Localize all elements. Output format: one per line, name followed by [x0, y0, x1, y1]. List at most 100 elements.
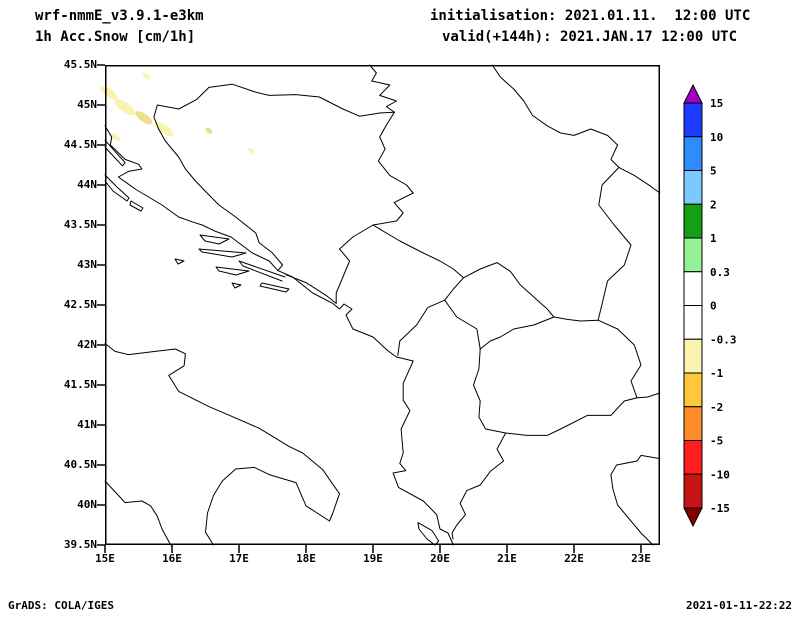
- snow-patch: [135, 111, 153, 125]
- colorbar-tick-label: -15: [710, 502, 730, 515]
- coastline-italy-adriatic: [104, 342, 340, 546]
- peninsula-peljesac: [238, 260, 286, 282]
- lon-tick-label: 20E: [430, 552, 450, 565]
- map-area: 45.5N 45N 44.5N 44N 43.5N 43N 42.5N 42N 41.5N 41N…: [64, 58, 661, 565]
- snow-patch: [114, 99, 136, 116]
- grads-credit: GrADS: COLA/IGES: [8, 599, 114, 612]
- model-title: wrf-nmmE_v3.9.1-e3km: [35, 8, 204, 24]
- colorbar-tick-label: -1: [710, 367, 724, 380]
- map-frame: [105, 65, 660, 545]
- colorbar-canvas: 15 10 5 2 1 0.3 0 -0.3 -1 -2 -5 -10 -15: [683, 83, 737, 528]
- snow-patch: [110, 133, 121, 141]
- border-croatia-bosnia: [153, 83, 395, 272]
- border-serbia-romania: [491, 64, 620, 168]
- border-montenegro-albania: [397, 299, 446, 356]
- border-montenegro-kosovo: [444, 277, 464, 301]
- colorbar-segment: [683, 406, 703, 441]
- colorbar-tick-label: 5: [710, 165, 717, 178]
- border-kosovo-macedonia: [479, 316, 555, 350]
- lon-tick-label: 19E: [363, 552, 383, 565]
- creation-timestamp: 2021-01-11-22:22: [686, 599, 792, 612]
- lat-tick-label: 42.5N: [63, 298, 97, 311]
- snow-shading-layer: [100, 72, 255, 154]
- lon-tick-label: 21E: [497, 552, 517, 565]
- init-time: initialisation: 2021.01.11. 12:00 UTC: [430, 8, 751, 24]
- lon-tick-label: 16E: [162, 552, 182, 565]
- island-lastovo: [231, 282, 242, 289]
- border-serbia-macedonia: [553, 316, 599, 322]
- colorbar-tick-label: -0.3: [710, 333, 737, 346]
- border-albania-macedonia: [473, 348, 507, 434]
- island-korcula: [215, 266, 250, 276]
- lat-tick-label: 44N: [77, 178, 97, 191]
- border-greece-bulgaria: [636, 392, 661, 399]
- snow-patch: [100, 86, 118, 100]
- island-brac: [199, 234, 230, 245]
- colorbar-tick-label: -2: [710, 401, 723, 414]
- border-serbia-montenegro: [372, 224, 464, 279]
- lat-tick-label: 45N: [77, 98, 97, 111]
- lon-tick-label: 15E: [95, 552, 115, 565]
- border-croatia-serbia-danube: [369, 64, 397, 113]
- snow-patch: [248, 148, 255, 154]
- lat-tick-label: 39.5N: [63, 538, 97, 551]
- island-dugi-otok: [104, 174, 130, 202]
- island-vis: [174, 258, 185, 265]
- coastline-italy-tyrrhenian: [104, 480, 172, 546]
- lon-tick-label: 18E: [296, 552, 316, 565]
- lat-tick-label: 44.5N: [63, 138, 97, 151]
- colorbar-segment: [683, 372, 703, 408]
- field-title: 1h Acc.Snow [cm/1h]: [35, 29, 196, 45]
- colorbar-segment: [683, 440, 703, 475]
- border-bosnia-serbia-drina: [372, 111, 414, 226]
- colorbar-tick-label: 0: [710, 300, 717, 313]
- coastline-east-adriatic: [104, 125, 454, 546]
- colorbar-tick-label: 1: [710, 232, 717, 245]
- lat-tick-label: 42N: [77, 338, 97, 351]
- lon-tick-label: 22E: [564, 552, 584, 565]
- snow-patch: [154, 121, 174, 137]
- border-bosnia-montenegro: [335, 224, 374, 304]
- colorbar-segment: [683, 237, 703, 273]
- island-mljet: [259, 282, 290, 293]
- colorbar-tick-label: -5: [710, 435, 723, 448]
- border-albania-greece: [451, 432, 507, 540]
- island-hvar: [198, 248, 247, 258]
- axis-ticks: [97, 64, 642, 553]
- map-outlines: [104, 64, 661, 546]
- border-croatia-bosnia-south: [285, 274, 337, 304]
- colorbar-tick-label: -10: [710, 468, 730, 481]
- colorbar-segment: [683, 271, 703, 306]
- border-kosovo-serbia: [463, 262, 555, 318]
- lat-tick-label: 43N: [77, 258, 97, 271]
- map-canvas: [97, 64, 661, 553]
- valid-time: valid(+144h): 2021.JAN.17 12:00 UTC: [442, 29, 738, 45]
- island-pag: [104, 139, 126, 167]
- colorbar-arrow-top: [683, 83, 703, 104]
- border-macedonia-greece: [505, 397, 638, 436]
- coastline-aegean: [610, 454, 661, 546]
- colorbar-segment: [683, 473, 703, 509]
- lat-tick-label: 40N: [77, 498, 97, 511]
- lat-tick-label: 40.5N: [63, 458, 97, 471]
- colorbar-arrow-bottom: [683, 507, 703, 528]
- lat-tick-label: 41N: [77, 418, 97, 431]
- lat-tick-label: 43.5N: [63, 218, 97, 231]
- border-serbia-bulgaria: [597, 166, 632, 321]
- border-romania-bulgaria: [618, 166, 661, 194]
- lat-tick-label: 45.5N: [63, 58, 97, 71]
- colorbar-segment: [683, 170, 703, 205]
- colorbar-segment: [683, 203, 703, 239]
- colorbar-tick-label: 2: [710, 198, 717, 211]
- colorbar-tick-label: 0.3: [710, 266, 730, 279]
- colorbar-segment: [683, 338, 703, 374]
- colorbar-segment: [683, 305, 703, 340]
- lat-tick-label: 41.5N: [63, 378, 97, 391]
- border-macedonia-bulgaria: [597, 319, 642, 399]
- snow-patch: [205, 127, 213, 134]
- colorbar-tick-label: 15: [710, 97, 723, 110]
- lon-tick-label: 23E: [631, 552, 651, 565]
- colorbar: 15 10 5 2 1 0.3 0 -0.3 -1 -2 -5 -10 -15: [683, 83, 748, 528]
- snow-patch: [142, 72, 151, 80]
- colorbar-tick-label: 10: [710, 131, 723, 144]
